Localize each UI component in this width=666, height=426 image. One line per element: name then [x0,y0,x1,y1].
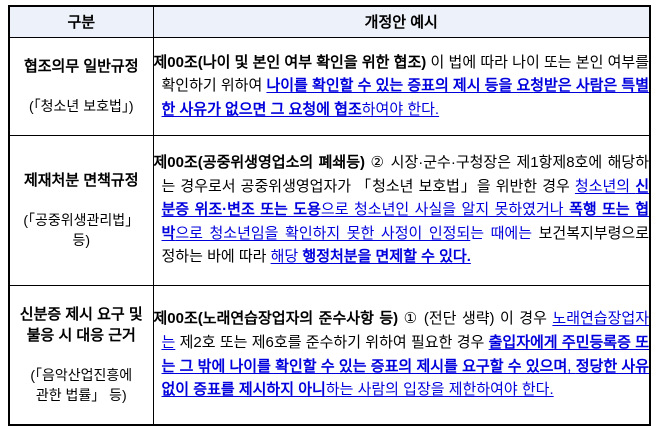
category-title: 협조의무 일반규정 [23,57,139,75]
text-run: 해당 [270,248,303,266]
category-title: 제재처분 면책규정 [23,171,139,189]
category-law-name: (「음악산업진흥에 관한 법률」 등) [30,367,133,404]
text-run: 제00조(노래연습장업자의 준수사항 등) [153,310,399,328]
text-run: 하여야 한다. [361,100,440,118]
amendment-example-table: 구분 개정안 예시 협조의무 일반규정 (「청소년 보호법」) 제00조(나이 … [8,5,651,426]
table-row: 신분증 제시 요구 및 불응 시 대응 근거 (「음악산업진흥에 관한 법률」 … [8,284,651,426]
text-run: , [567,357,576,375]
text-run: 제2호 또는 제6호를 준수하기 위하여 필요한 경우 [175,333,489,351]
text-run: 출입자에게 주민등록증 또는 그 밖에 나이를 확인할 수 있는 증표의 제시를… [161,333,650,375]
category-title: 신분증 제시 요구 및 불응 시 대응 근거 [19,305,143,345]
text-run: 제00조(공중위생영업소의 폐쇄등) [153,154,366,172]
text-run: 노래연습장업자는 [161,310,650,351]
header-cell-example: 개정안 예시 [152,5,651,38]
text-run: 이 법에 따라 나이 또는 본인 여부를 확인하기 위하여 [161,53,650,95]
text-run: 폭행 또는 협박 [161,201,650,242]
text-run: 나이를 확인할 수 있는 증표의 제시 등을 요청받은 사람은 특별한 사유가 … [161,77,650,118]
text-run: 으로 청소년인 사실을 알지 못하였거나 [320,201,570,219]
text-run: 제00조(나이 및 본인 여부 확인을 위한 협조) [153,53,427,71]
example-cell: 제00조(공중위생영업소의 폐쇄등) ② 시장·군수·구청장은 제1항제8호에 … [152,134,651,286]
text-run: 행정처분을 면제할 수 있다. [302,248,471,266]
category-cell: 제재처분 면책규정 (「공중위생관리법」 등) [8,134,154,286]
table-header-row: 구분 개정안 예시 [8,5,651,38]
text-run: ① (전단 생략) 이 경우 [398,310,553,328]
law-article-text: 제00조(나이 및 본인 여부 확인을 위한 협조) 이 법에 따라 나이 또는… [154,51,650,122]
text-run: 는 때에는 [470,224,539,242]
category-law-name: (「공중위생관리법」 등) [23,211,140,248]
text-run: 하는 사람의 입장을 제한하여야 한다. [325,381,554,399]
document-page: 구분 개정안 예시 협조의무 일반규정 (「청소년 보호법」) 제00조(나이 … [8,5,651,426]
text-run: 신분증 위조·변조 또는 도용 [161,177,650,219]
text-run: 정당한 사유 없이 증표를 제시하지 아니 [161,357,650,399]
header-cell-category: 구분 [8,5,154,38]
table-row: 제재처분 면책규정 (「공중위생관리법」 등) 제00조(공중위생영업소의 폐쇄… [8,134,651,286]
example-cell: 제00조(노래연습장업자의 준수사항 등) ① (전단 생략) 이 경우 노래연… [152,284,651,426]
table-row: 협조의무 일반규정 (「청소년 보호법」) 제00조(나이 및 본인 여부 확인… [8,36,651,136]
text-run: 보건복지부령으로 정하는 바에 따라 [161,224,650,266]
text-run: 청소년의 [574,177,636,195]
law-article-text: 제00조(공중위생영업소의 폐쇄등) ② 시장·군수·구청장은 제1항제8호에 … [154,151,650,269]
category-cell: 협조의무 일반규정 (「청소년 보호법」) [8,36,154,136]
example-cell: 제00조(나이 및 본인 여부 확인을 위한 협조) 이 법에 따라 나이 또는… [152,36,651,136]
text-run: 으로 청소년임을 확인하지 못한 사정이 인정되 [175,224,471,242]
text-run: ② 시장·군수·구청장은 제1항제8호에 해당하는 경우로서 공중위생영업자가 … [161,154,650,195]
law-article-text: 제00조(노래연습장업자의 준수사항 등) ① (전단 생략) 이 경우 노래연… [154,307,650,401]
category-law-name: (「청소년 보호법」) [29,97,134,114]
category-cell: 신분증 제시 요구 및 불응 시 대응 근거 (「음악산업진흥에 관한 법률」 … [8,284,154,426]
